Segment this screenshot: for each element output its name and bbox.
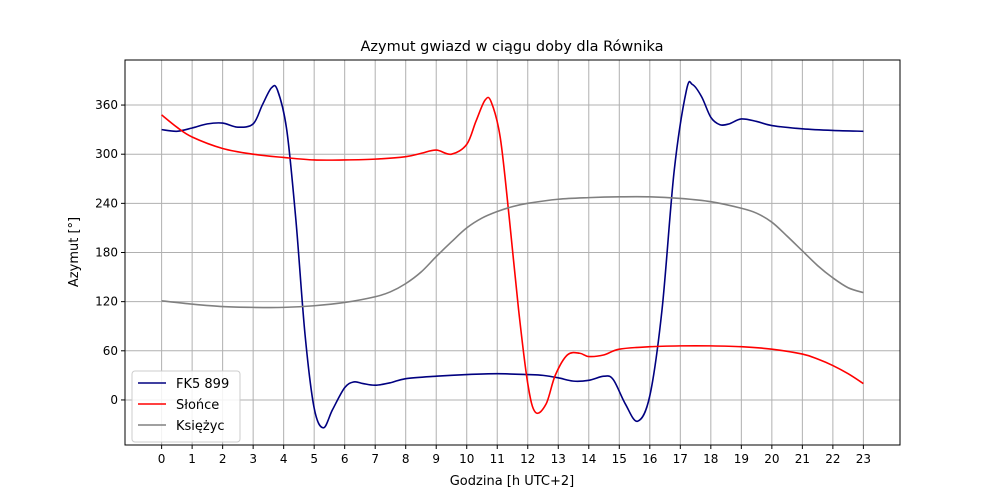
series-lines bbox=[161, 80, 864, 429]
x-tick-label: 4 bbox=[280, 452, 288, 466]
y-tick-label: 300 bbox=[95, 147, 118, 161]
x-tick-label: 0 bbox=[158, 452, 166, 466]
x-tick-label: 12 bbox=[520, 452, 535, 466]
y-axis-ticks: 0 60 120 180 240 300 360 bbox=[95, 98, 125, 407]
x-tick-label: 8 bbox=[402, 452, 410, 466]
y-tick-label: 60 bbox=[103, 344, 118, 358]
x-tick-label: 9 bbox=[432, 452, 440, 466]
series-line-2 bbox=[161, 195, 864, 309]
legend-label: Księżyc bbox=[176, 419, 225, 434]
x-tick-label: 3 bbox=[249, 452, 257, 466]
legend-label: Słońce bbox=[176, 398, 219, 413]
y-tick-label: 0 bbox=[110, 393, 118, 407]
y-tick-label: 120 bbox=[95, 295, 118, 309]
x-tick-label: 19 bbox=[734, 452, 749, 466]
series-line-0 bbox=[161, 80, 864, 429]
x-tick-label: 16 bbox=[642, 452, 657, 466]
x-tick-label: 2 bbox=[219, 452, 227, 466]
x-axis-ticks: 0 1 2 3 4 5 6 7 8 9 10 11 12 13 14 15 16 17 18 19 20 21 22 23 bbox=[158, 445, 871, 466]
series-line-1 bbox=[161, 96, 864, 415]
x-tick-label: 10 bbox=[459, 452, 474, 466]
x-tick-label: 14 bbox=[581, 452, 596, 466]
x-tick-label: 20 bbox=[764, 452, 779, 466]
x-tick-label: 17 bbox=[673, 452, 688, 466]
x-tick-label: 7 bbox=[371, 452, 379, 466]
x-tick-label: 18 bbox=[703, 452, 718, 466]
x-tick-label: 23 bbox=[856, 452, 871, 466]
x-tick-label: 13 bbox=[551, 452, 566, 466]
x-tick-label: 11 bbox=[490, 452, 505, 466]
y-tick-label: 180 bbox=[95, 246, 118, 260]
chart-title: Azymut gwiazd w ciągu doby dla Równika bbox=[360, 39, 663, 55]
legend: FK5 899 Słońce Księżyc bbox=[131, 370, 241, 443]
x-tick-label: 1 bbox=[188, 452, 196, 466]
x-tick-label: 6 bbox=[341, 452, 349, 466]
legend-label: FK5 899 bbox=[176, 377, 229, 392]
x-tick-label: 5 bbox=[310, 452, 318, 466]
x-axis-label: Godzina [h UTC+2] bbox=[450, 474, 575, 489]
y-tick-label: 240 bbox=[95, 196, 118, 210]
x-tick-label: 22 bbox=[825, 452, 840, 466]
y-tick-label: 360 bbox=[95, 98, 118, 112]
y-axis-label: Azymut [°] bbox=[67, 217, 82, 287]
x-tick-label: 15 bbox=[612, 452, 627, 466]
x-tick-label: 21 bbox=[795, 452, 810, 466]
